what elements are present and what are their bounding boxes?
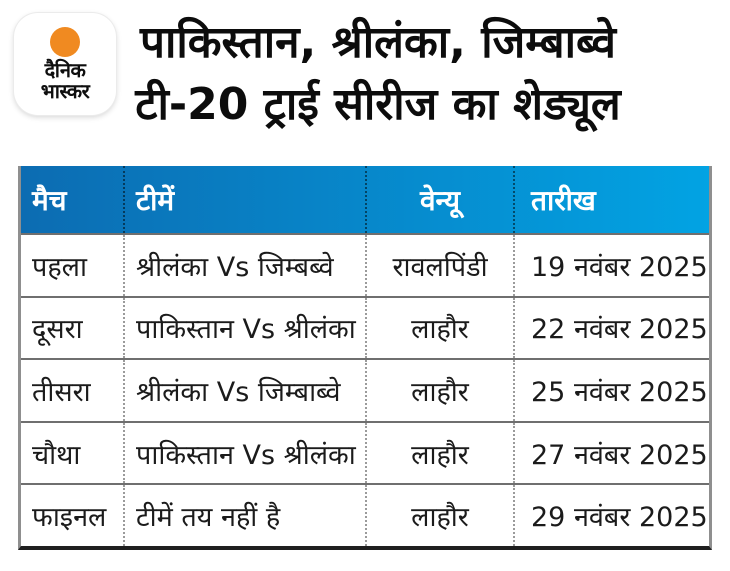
- page-title-line1: पाकिस्तान, श्रीलंका, जिम्बाब्वे: [139, 17, 617, 68]
- venue-cell: लाहौर: [365, 360, 513, 421]
- column-header-match: मैच: [32, 183, 67, 217]
- date-cell: 27 नवंबर 2025: [513, 422, 709, 484]
- date-cell: 29 नवंबर 2025: [513, 485, 709, 546]
- dainik-bhaskar-logo: दैनिक भास्कर: [14, 13, 116, 115]
- column-header-teams: टीमें: [123, 166, 365, 233]
- teams-cell: पाकिस्तान Vs श्रीलंका: [123, 297, 365, 359]
- table-row: पहला श्रीलंका Vs जिम्बब्वे रावलपिंडी 19 …: [21, 233, 709, 296]
- column-header-venue: वेन्यू: [365, 166, 513, 233]
- table-header-row: मैच टीमें वेन्यू तारीख: [21, 166, 709, 233]
- teams-cell: श्रीलंका Vs जिम्बब्वे: [123, 235, 365, 296]
- date-cell: 19 नवंबर 2025: [513, 235, 709, 296]
- table-row: चौथा पाकिस्तान Vs श्रीलंका लाहौर 27 नवंब…: [21, 420, 709, 484]
- venue-cell: लाहौर: [365, 297, 513, 359]
- sun-icon: [50, 26, 80, 57]
- match-cell: पहला: [32, 251, 87, 283]
- teams-cell: पाकिस्तान Vs श्रीलंका: [123, 422, 365, 484]
- venue-cell: लाहौर: [365, 485, 513, 546]
- table-row: दूसरा पाकिस्तान Vs श्रीलंका लाहौर 22 नवं…: [21, 295, 709, 359]
- column-header-date: तारीख: [513, 166, 709, 233]
- teams-cell: टीमें तय नहीं है: [123, 485, 365, 546]
- match-cell: तीसरा: [32, 376, 91, 408]
- page-title-line2: टी-20 ट्राई सीरीज का शेड्यूल: [135, 79, 621, 131]
- date-cell: 22 नवंबर 2025: [513, 297, 709, 359]
- match-cell: दूसरा: [32, 314, 83, 346]
- logo-text-line2: भास्कर: [40, 78, 90, 103]
- match-cell: फाइनल: [32, 502, 107, 534]
- date-cell: 25 नवंबर 2025: [513, 360, 709, 421]
- venue-cell: रावलपिंडी: [365, 235, 513, 296]
- logo-text-line1: दैनिक: [44, 57, 86, 82]
- teams-cell: श्रीलंका Vs जिम्बाब्वे: [123, 360, 365, 421]
- page-title: पाकिस्तान, श्रीलंका, जिम्बाब्वे टी-20 ट्…: [26, 12, 730, 137]
- table-row: फाइनल टीमें तय नहीं है लाहौर 29 नवंबर 20…: [21, 483, 709, 546]
- match-cell: चौथा: [32, 439, 81, 471]
- venue-cell: लाहौर: [365, 422, 513, 484]
- table-row: तीसरा श्रीलंका Vs जिम्बाब्वे लाहौर 25 नव…: [21, 358, 709, 421]
- schedule-table: मैच टीमें वेन्यू तारीख पहला श्रीलंका Vs …: [18, 166, 712, 550]
